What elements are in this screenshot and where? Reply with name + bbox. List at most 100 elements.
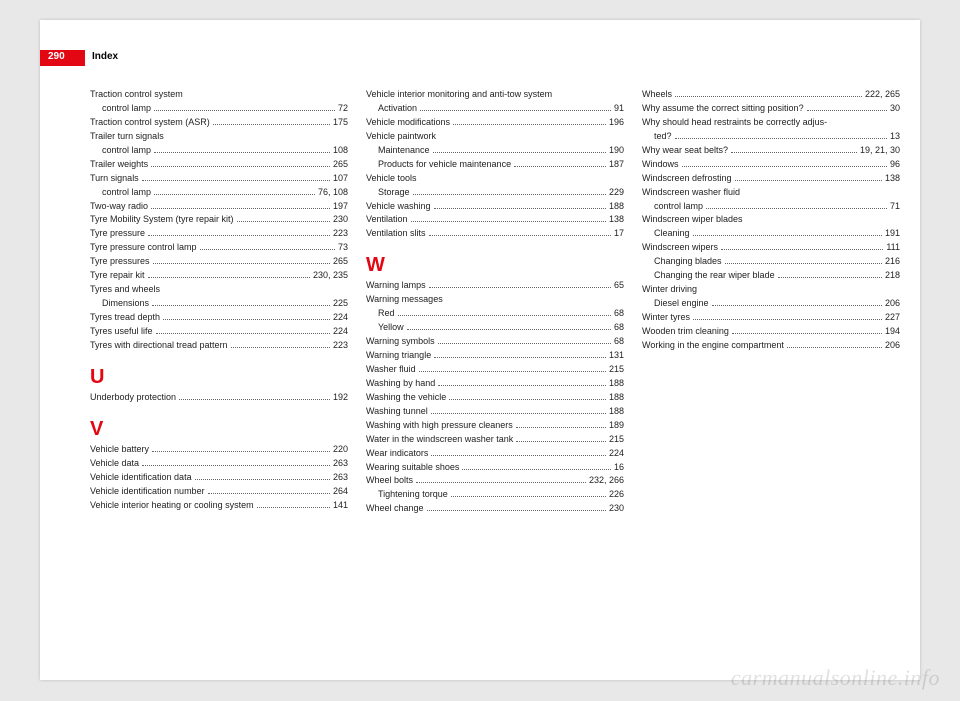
entry-page: 196 [609, 116, 624, 130]
page-number: 290 [48, 51, 65, 62]
index-entry: Wheel change230 [366, 502, 624, 516]
entry-label: Traction control system (ASR) [90, 116, 210, 130]
leader-dots [407, 329, 611, 330]
entry-page: 223 [333, 339, 348, 353]
index-entry: Diesel engine206 [642, 297, 900, 311]
entry-label: Changing the rear wiper blade [654, 269, 775, 283]
entry-page: 111 [886, 241, 900, 255]
index-entry: Windscreen washer fluid [642, 186, 900, 200]
leader-dots [735, 180, 882, 181]
leader-dots [195, 479, 330, 480]
entry-label: Vehicle identification number [90, 485, 205, 499]
entry-label: Ventilation slits [366, 227, 426, 241]
entry-page: 229 [609, 186, 624, 200]
entry-page: 226 [609, 488, 624, 502]
leader-dots [154, 110, 335, 111]
entry-page: 263 [333, 457, 348, 471]
entry-label: Yellow [378, 321, 404, 335]
index-entry: Tyres with directional tread pattern223 [90, 339, 348, 353]
index-entry: Wheels222, 265 [642, 88, 900, 102]
leader-dots [706, 208, 887, 209]
index-entry: Vehicle identification number264 [90, 485, 348, 499]
index-entry: Trailer weights265 [90, 158, 348, 172]
index-entry: control lamp72 [90, 102, 348, 116]
entry-page: 188 [609, 405, 624, 419]
entry-label: Cleaning [654, 227, 690, 241]
leader-dots [257, 507, 330, 508]
entry-page: 71 [890, 200, 900, 214]
leader-dots [411, 221, 606, 222]
entry-label: Warning symbols [366, 335, 435, 349]
entry-page: 215 [609, 433, 624, 447]
leader-dots [449, 399, 606, 400]
leader-dots [163, 319, 330, 320]
index-entry: Windscreen wipers 111 [642, 241, 900, 255]
entry-page: 189 [609, 419, 624, 433]
leader-dots [200, 249, 335, 250]
index-entry: Washing the vehicle188 [366, 391, 624, 405]
entry-label: Vehicle interior monitoring and anti-tow… [366, 88, 552, 102]
index-entry: Trailer turn signals [90, 130, 348, 144]
entry-label: Vehicle modifications [366, 116, 450, 130]
entry-page: 187 [609, 158, 624, 172]
index-entry: Tyre pressure control lamp73 [90, 241, 348, 255]
index-entry: Wheel bolts232, 266 [366, 474, 624, 488]
leader-dots [807, 110, 887, 111]
section-letter: W [366, 255, 624, 275]
entry-label: Water in the windscreen washer tank [366, 433, 513, 447]
leader-dots [438, 343, 611, 344]
index-column: Traction control systemcontrol lamp72Tra… [90, 88, 348, 516]
leader-dots [154, 194, 315, 195]
entry-label: Working in the engine compartment [642, 339, 784, 353]
entry-label: Dimensions [102, 297, 149, 311]
leader-dots [413, 194, 606, 195]
index-entry: Water in the windscreen washer tank 215 [366, 433, 624, 447]
index-entry: Tyre repair kit230, 235 [90, 269, 348, 283]
entry-page: 191 [885, 227, 900, 241]
header-title: Index [92, 51, 118, 62]
watermark: carmanualsonline.info [731, 665, 940, 691]
index-entry: Warning messages [366, 293, 624, 307]
entry-label: Tyres useful life [90, 325, 153, 339]
leader-dots [152, 451, 330, 452]
entry-page: 215 [609, 363, 624, 377]
index-entry: Washing with high pressure cleaners189 [366, 419, 624, 433]
index-entry: Products for vehicle maintenance187 [366, 158, 624, 172]
index-entry: Winter tyres227 [642, 311, 900, 325]
index-entry: Tyre Mobility System (tyre repair kit)23… [90, 213, 348, 227]
leader-dots [153, 263, 330, 264]
entry-label: Traction control system [90, 88, 183, 102]
leader-dots [208, 493, 330, 494]
index-entry: Tyres tread depth224 [90, 311, 348, 325]
entry-page: 30 [890, 102, 900, 116]
entry-page: 265 [333, 158, 348, 172]
leader-dots [732, 333, 882, 334]
entry-label: control lamp [102, 186, 151, 200]
entry-page: 222, 265 [865, 88, 900, 102]
index-entry: Vehicle battery220 [90, 443, 348, 457]
index-entry: Windows96 [642, 158, 900, 172]
entry-label: Vehicle paintwork [366, 130, 436, 144]
index-entry: ted?13 [642, 130, 900, 144]
leader-dots [419, 371, 606, 372]
leader-dots [693, 235, 882, 236]
entry-page: 68 [614, 321, 624, 335]
entry-page: 68 [614, 335, 624, 349]
leader-dots [429, 235, 611, 236]
entry-label: Washing tunnel [366, 405, 428, 419]
leader-dots [675, 138, 887, 139]
entry-page: 19, 21, 30 [860, 144, 900, 158]
entry-label: ted? [654, 130, 672, 144]
leader-dots [237, 221, 330, 222]
entry-label: Windscreen wipers [642, 241, 718, 255]
entry-label: Tyre repair kit [90, 269, 145, 283]
entry-label: Tyre pressures [90, 255, 150, 269]
entry-label: Ventilation [366, 213, 408, 227]
entry-page: 206 [885, 339, 900, 353]
index-entry: Vehicle identification data263 [90, 471, 348, 485]
leader-dots [154, 152, 330, 153]
entry-page: 230 [609, 502, 624, 516]
leader-dots [434, 208, 606, 209]
index-entry: Windscreen wiper blades [642, 213, 900, 227]
entry-page: 216 [885, 255, 900, 269]
